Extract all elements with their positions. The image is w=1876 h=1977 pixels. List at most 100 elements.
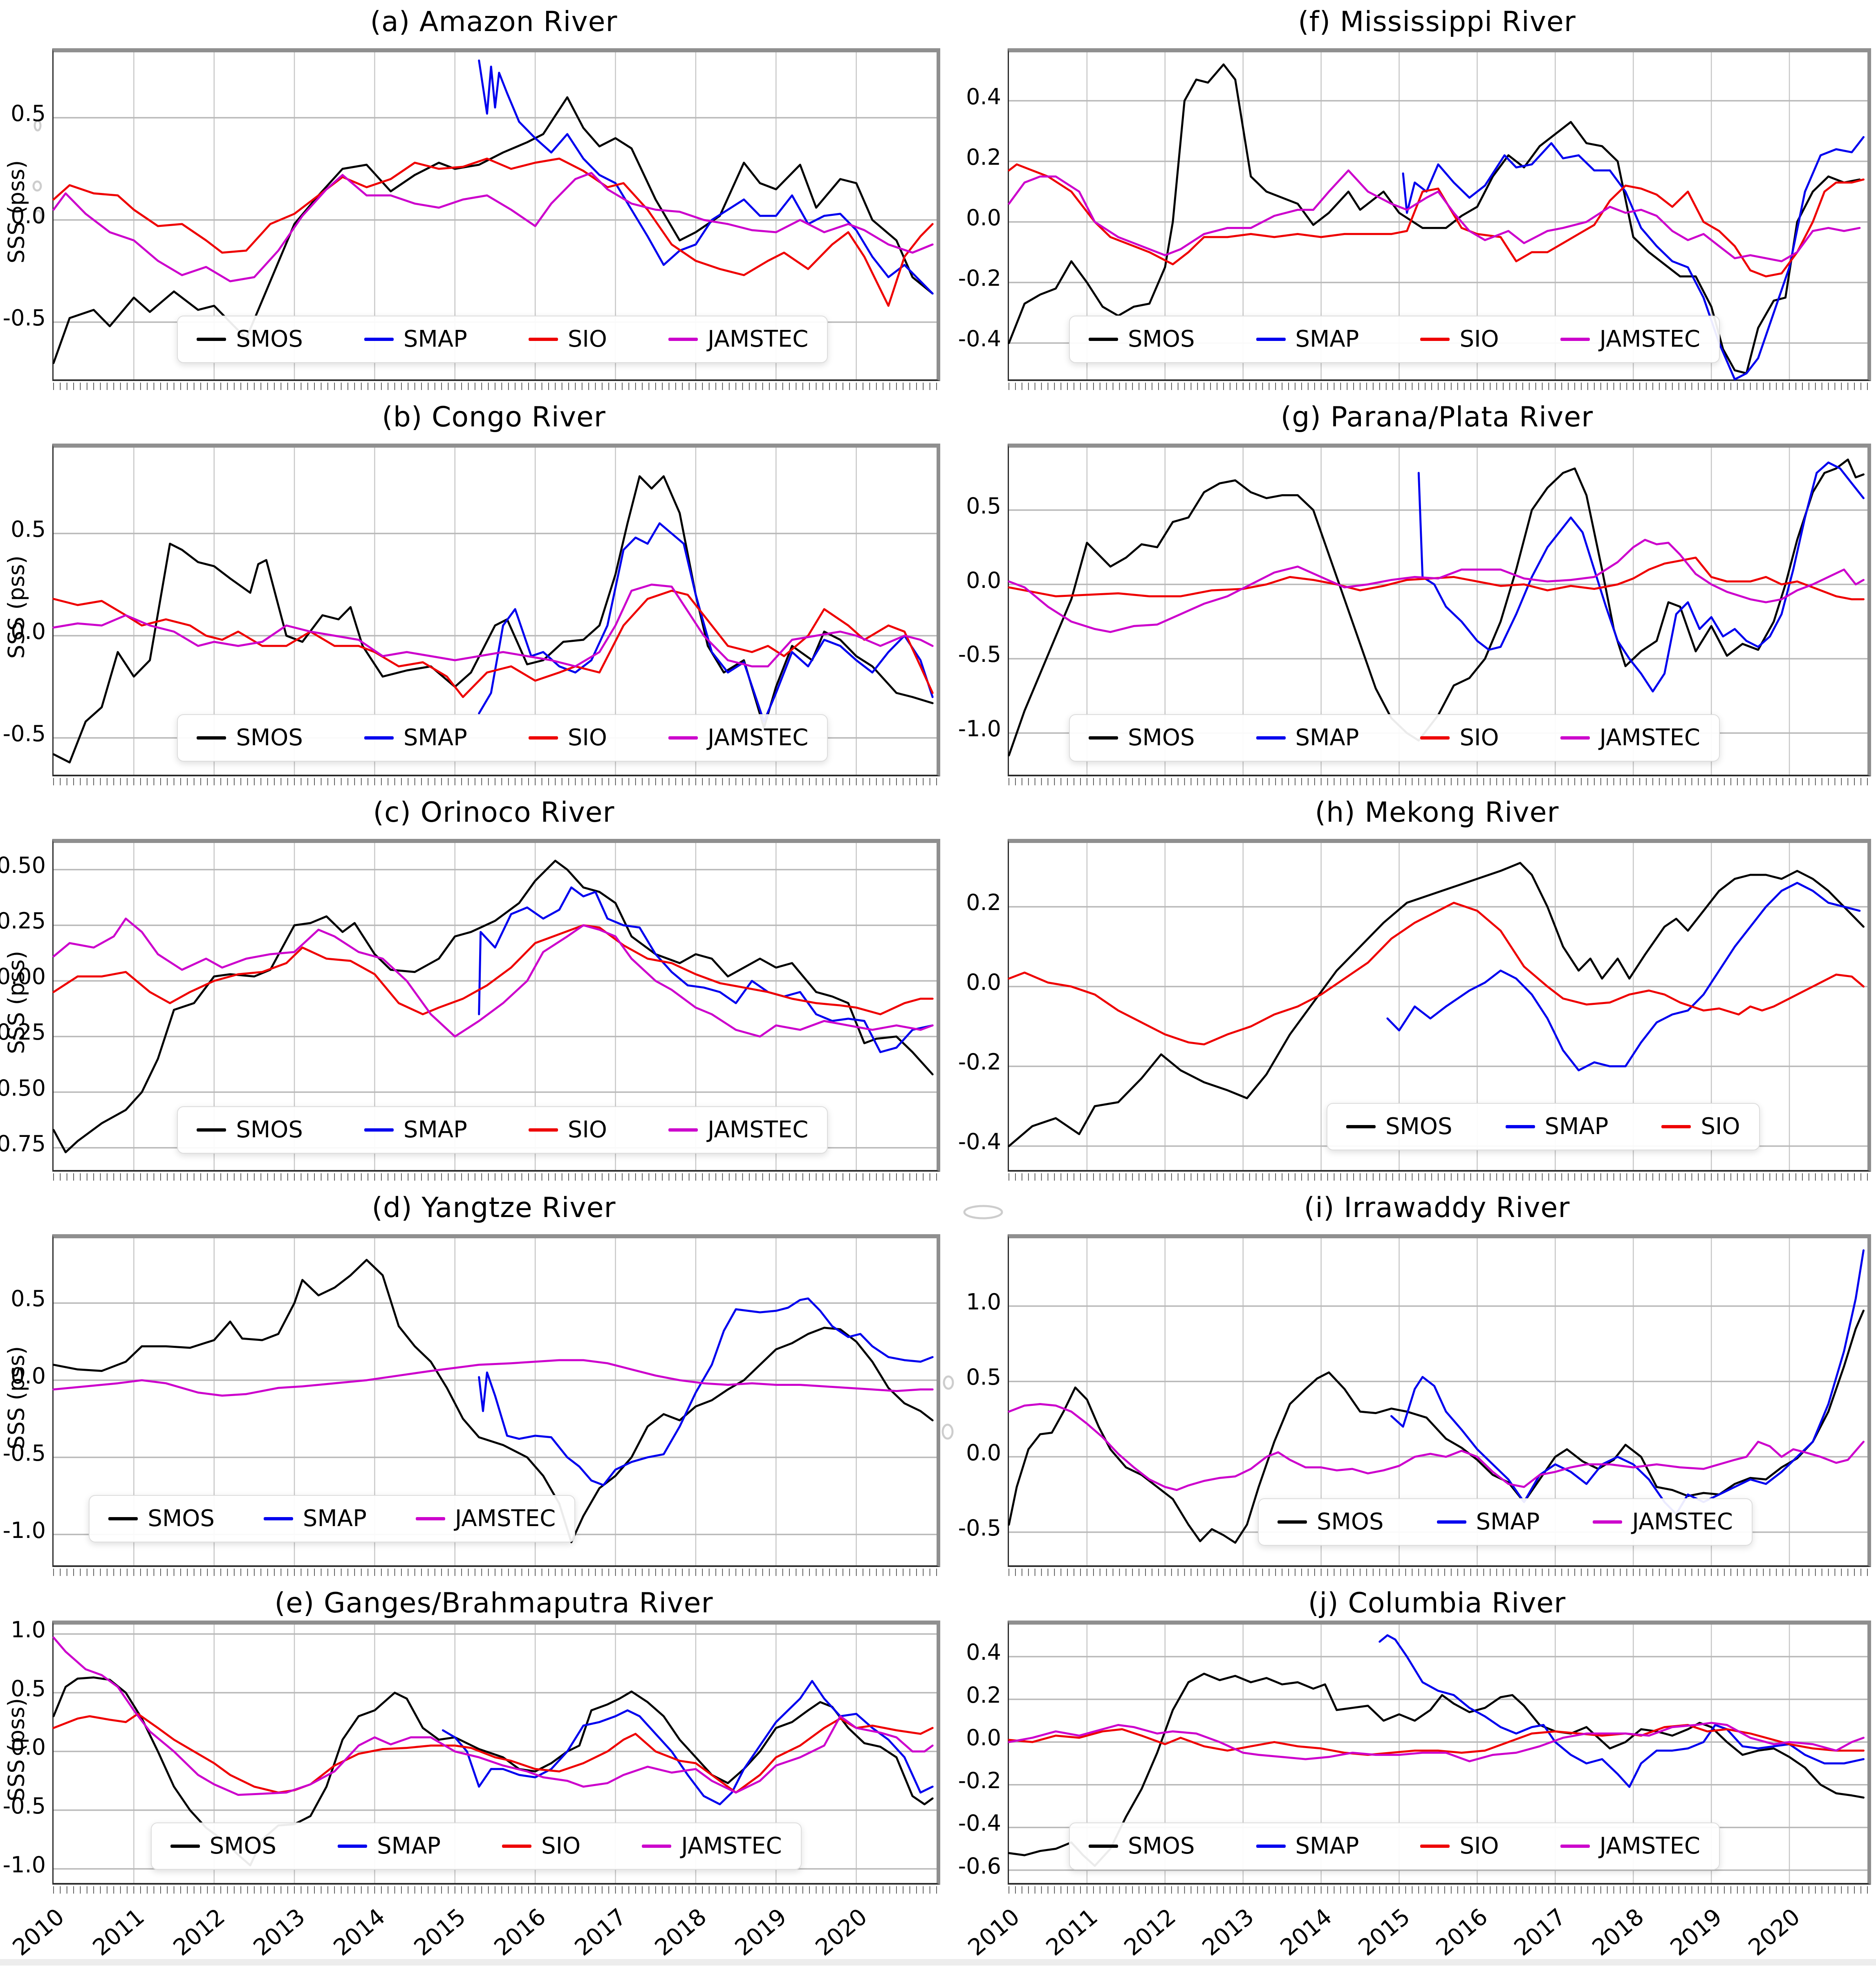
legend-item-smos: SMOS xyxy=(1089,1835,1195,1858)
y-tick-label: -0.5 xyxy=(958,641,1001,668)
legend-line-icon xyxy=(263,1517,293,1520)
legend-line-icon xyxy=(1560,1845,1590,1848)
legend-item-smos: SMOS xyxy=(197,726,303,749)
x-tick-label: 2011 xyxy=(1041,1903,1103,1961)
y-tick-label: 0.25 xyxy=(0,908,46,934)
chart-d: (d) Yangtze River SSS (pss) SMOS SMAP JAMS… xyxy=(0,1186,940,1581)
legend-label: SMAP xyxy=(403,1116,467,1143)
series-line-jamstec xyxy=(52,917,934,1038)
legend-line-icon xyxy=(1256,1845,1286,1848)
legend-item-smos: SMOS xyxy=(197,1119,303,1141)
series-line-smap xyxy=(1417,461,1865,693)
series-line-jamstec xyxy=(1008,1721,1865,1762)
chart-title: (h) Mekong River xyxy=(1315,796,1559,829)
legend-item-jamstec: JAMSTEC xyxy=(642,1835,782,1858)
legend-label: SIO xyxy=(1459,326,1499,352)
legend-item-smap: SMAP xyxy=(263,1507,367,1530)
legend-line-icon xyxy=(642,1845,672,1848)
legend-item-smap: SMAP xyxy=(364,726,467,749)
legend-item-smap: SMAP xyxy=(1256,726,1359,749)
legend-label: SMAP xyxy=(1544,1113,1609,1140)
chart-a: (a) Amazon River SSS (pss) SMOS SMAP SIO JA… xyxy=(0,0,940,395)
y-tick-label: 0.0 xyxy=(11,619,46,644)
series-line-jamstec xyxy=(52,1359,934,1397)
legend-label: SIO xyxy=(1459,1833,1499,1860)
legend-item-smos: SMOS xyxy=(1089,726,1195,749)
chart-i: (i) Irrawaddy River SMOS SMAP JAMSTEC 1.0 0… xyxy=(938,1186,1876,1581)
legend-line-icon xyxy=(1661,1125,1691,1128)
legend-label: SIO xyxy=(541,1833,581,1860)
x-tick-label: 2015 xyxy=(1353,1903,1415,1961)
x-tick-label: 2020 xyxy=(1743,1903,1805,1961)
legend-label: JAMSTEC xyxy=(1632,1509,1733,1535)
x-tick-label: 2014 xyxy=(1275,1903,1337,1961)
legend-line-icon xyxy=(364,338,394,341)
legend-item-sio: SIO xyxy=(1420,726,1499,749)
legend-line-icon xyxy=(1278,1520,1307,1524)
y-tick-label: 1.0 xyxy=(11,1616,46,1643)
legend-line-icon xyxy=(528,1128,558,1132)
legend-line-icon xyxy=(1560,736,1590,740)
x-tick-label: 2015 xyxy=(409,1903,471,1961)
legend-line-icon xyxy=(338,1845,368,1848)
plot-area: SMOS SMAP SIO xyxy=(1008,839,1871,1181)
series-line-smos xyxy=(1008,63,1861,374)
chart-c: (c) Orinoco River SSS (pss) SMOS SMAP SIO J… xyxy=(0,791,940,1186)
legend-line-icon xyxy=(1420,338,1450,341)
x-tick-label: 2016 xyxy=(489,1903,551,1961)
series-line-sio xyxy=(52,157,934,307)
y-tick-label: -0.4 xyxy=(958,1810,1001,1836)
series-line-jamstec xyxy=(52,1636,934,1796)
chart-title: (c) Orinoco River xyxy=(373,796,615,829)
legend-item-smap: SMAP xyxy=(1256,328,1359,351)
y-tick-label: -0.2 xyxy=(958,1049,1001,1075)
y-tick-label: -1.0 xyxy=(2,1517,46,1543)
x-tick-label: 2016 xyxy=(1431,1903,1493,1961)
legend-item-jamstec: JAMSTEC xyxy=(668,1119,808,1141)
y-tick-label: -0.5 xyxy=(2,1793,46,1819)
legend-item-jamstec: JAMSTEC xyxy=(1560,328,1700,351)
series-line-smap xyxy=(442,1680,934,1805)
series-line-smap xyxy=(478,522,934,723)
legend-item-smos: SMOS xyxy=(108,1507,215,1530)
chart-canvas xyxy=(52,448,937,785)
y-tick-label: -1.0 xyxy=(958,716,1001,742)
legend-label: JAMSTEC xyxy=(707,1116,809,1143)
y-tick-label: -0.5 xyxy=(958,1515,1001,1541)
x-tick-label: 2012 xyxy=(1119,1903,1181,1961)
legend-line-icon xyxy=(668,338,698,341)
legend-line-icon xyxy=(197,1128,226,1132)
legend: SMOS SMAP JAMSTEC xyxy=(1258,1498,1753,1546)
legend-label: SMOS xyxy=(209,1833,277,1860)
y-tick-label: 0.5 xyxy=(966,493,1001,519)
y-tick-label: -0.2 xyxy=(958,1767,1001,1793)
plot-area: SMOS SMAP SIO JAMSTEC xyxy=(1008,1621,1871,1894)
y-tick-label: 1.0 xyxy=(966,1289,1001,1315)
legend-label: JAMSTEC xyxy=(455,1505,556,1532)
legend-label: SMOS xyxy=(1317,1509,1384,1535)
legend-item-smap: SMAP xyxy=(364,1119,467,1141)
chart-title: (j) Columbia River xyxy=(1308,1587,1566,1619)
y-tick-label: -0.75 xyxy=(0,1130,46,1157)
legend-line-icon xyxy=(1256,736,1286,740)
y-tick-label: 0.0 xyxy=(966,204,1001,231)
y-tick-label: -0.50 xyxy=(0,1075,46,1101)
legend-line-icon xyxy=(364,1128,394,1132)
legend-item-smos: SMOS xyxy=(1346,1115,1452,1138)
legend-item-smap: SMAP xyxy=(338,1835,441,1858)
chart-f: (f) Mississippi River SMOS SMAP SIO JAMSTEC… xyxy=(938,0,1876,395)
legend: SMOS SMAP SIO JAMSTEC xyxy=(1069,1822,1720,1870)
legend-line-icon xyxy=(1089,736,1118,740)
legend-label: SMOS xyxy=(236,724,303,751)
x-tick-label: 2012 xyxy=(168,1903,230,1961)
legend-label: SMOS xyxy=(1128,724,1195,751)
legend-line-icon xyxy=(1256,338,1286,341)
chart-title: (b) Congo River xyxy=(382,401,606,433)
y-tick-label: 0.2 xyxy=(966,144,1001,170)
y-tick-label: 0.4 xyxy=(966,1639,1001,1665)
series-line-jamstec xyxy=(52,583,934,668)
legend-line-icon xyxy=(1420,1845,1450,1848)
series-line-jamstec xyxy=(1008,539,1865,633)
y-tick-label: -0.5 xyxy=(2,721,46,746)
chart-title: (i) Irrawaddy River xyxy=(1304,1192,1570,1224)
